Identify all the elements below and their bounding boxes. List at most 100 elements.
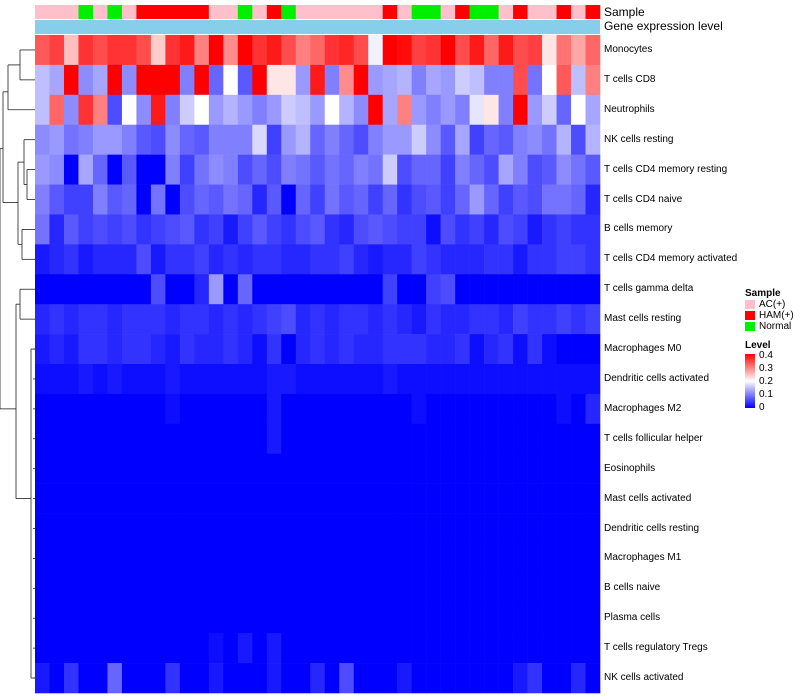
heatmap-cell bbox=[368, 633, 383, 664]
heatmap-cell bbox=[484, 64, 499, 96]
heatmap-cell bbox=[455, 603, 470, 634]
heatmap-cell bbox=[208, 573, 224, 604]
heatmap-cell bbox=[208, 543, 224, 574]
heatmap-cell bbox=[484, 483, 499, 514]
heatmap-cell bbox=[368, 603, 383, 634]
heatmap-cell bbox=[252, 64, 268, 96]
heatmap-cell bbox=[426, 633, 441, 664]
heatmap-cell bbox=[324, 543, 340, 574]
row-label: T cells regulatory Tregs bbox=[604, 642, 708, 654]
heatmap-cell bbox=[542, 393, 557, 425]
heatmap-cell bbox=[382, 35, 398, 66]
heatmap-cell bbox=[35, 244, 50, 275]
heatmap-cell bbox=[469, 244, 485, 275]
heatmap-cell bbox=[484, 154, 499, 185]
heatmap-cell bbox=[527, 334, 543, 365]
heatmap-cell bbox=[411, 154, 427, 185]
heatmap-cell bbox=[194, 483, 210, 514]
heatmap-cell bbox=[107, 483, 123, 514]
heatmap-cell bbox=[556, 124, 572, 155]
heatmap-cell bbox=[339, 334, 355, 365]
heatmap-cell bbox=[397, 663, 412, 694]
heatmap-cell bbox=[440, 304, 456, 335]
heatmap-cell bbox=[107, 244, 123, 275]
heatmap-cell bbox=[411, 423, 427, 455]
heatmap-cell bbox=[498, 453, 514, 484]
sample-annotation-cell bbox=[426, 5, 441, 19]
heatmap-cell bbox=[527, 663, 543, 694]
heatmap-cell bbox=[585, 603, 601, 634]
heatmap-cell bbox=[542, 244, 557, 275]
heatmap-cell bbox=[498, 573, 514, 604]
heatmap-cell bbox=[63, 64, 79, 96]
heatmap-cell bbox=[281, 663, 297, 694]
row-label: Macrophages M0 bbox=[604, 343, 682, 355]
legend-swatch-ham bbox=[745, 311, 755, 320]
heatmap-cell bbox=[237, 423, 253, 455]
heatmap-cell bbox=[310, 35, 326, 66]
heatmap-cell bbox=[469, 154, 485, 185]
sample-annotation-cell bbox=[136, 5, 152, 19]
sample-annotation-cell bbox=[266, 5, 282, 19]
heatmap-cell bbox=[63, 334, 79, 365]
heatmap-cell bbox=[527, 64, 543, 96]
heatmap-cell bbox=[339, 513, 355, 544]
heatmap-cell bbox=[353, 244, 369, 275]
heatmap-cell bbox=[208, 453, 224, 484]
heatmap-cell bbox=[165, 663, 181, 694]
heatmap-cell bbox=[556, 513, 572, 544]
heatmap-cell bbox=[150, 154, 166, 185]
heatmap-cell bbox=[281, 244, 297, 275]
heatmap-cell bbox=[324, 573, 340, 604]
heatmap-cell bbox=[49, 124, 65, 155]
heatmap-cell bbox=[339, 64, 355, 96]
heatmap-cell bbox=[527, 423, 543, 455]
heatmap-cell bbox=[571, 184, 586, 215]
row-label: NK cells resting bbox=[604, 133, 674, 145]
heatmap-cell bbox=[252, 633, 268, 664]
row-label: Dendritic cells activated bbox=[604, 372, 710, 384]
heatmap-cell bbox=[455, 304, 470, 335]
heatmap-cell bbox=[571, 543, 586, 574]
heatmap-cell bbox=[136, 603, 152, 634]
heatmap-cell bbox=[266, 154, 282, 185]
heatmap-cell bbox=[353, 35, 369, 66]
heatmap-cell bbox=[223, 184, 239, 215]
sample-annotation-cell bbox=[527, 5, 543, 19]
heatmap-cell bbox=[324, 364, 340, 395]
heatmap-cell bbox=[107, 94, 123, 126]
heatmap-cell bbox=[556, 64, 572, 96]
heatmap-cell bbox=[35, 483, 50, 514]
heatmap-cell bbox=[194, 304, 210, 335]
heatmap-cell bbox=[237, 603, 253, 634]
heatmap-cell bbox=[49, 543, 65, 574]
heatmap-cell bbox=[484, 513, 499, 544]
heatmap-cell bbox=[78, 663, 94, 694]
heatmap-cell bbox=[498, 214, 514, 245]
heatmap-cell bbox=[150, 573, 166, 604]
heatmap-cell bbox=[179, 274, 195, 305]
heatmap-cell bbox=[35, 393, 50, 425]
heatmap-cell bbox=[35, 334, 50, 365]
sample-annotation-cell bbox=[571, 5, 586, 19]
sample-annotation-cell bbox=[49, 5, 65, 19]
sample-legend-item: Normal bbox=[745, 321, 800, 332]
legend-label-ac: AC(+) bbox=[759, 299, 786, 310]
heatmap-cell bbox=[397, 304, 412, 335]
heatmap-cell bbox=[484, 573, 499, 604]
heatmap-cell bbox=[49, 184, 65, 215]
heatmap-cell bbox=[63, 124, 79, 155]
heatmap-cell bbox=[179, 453, 195, 484]
legend-label-ham: HAM(+) bbox=[759, 310, 794, 321]
heatmap-cell bbox=[498, 603, 514, 634]
heatmap-cell bbox=[426, 573, 441, 604]
heatmap-cell bbox=[527, 573, 543, 604]
heatmap-cell bbox=[498, 423, 514, 455]
heatmap-cell bbox=[585, 304, 601, 335]
heatmap-cell bbox=[208, 154, 224, 185]
sample-annotation-cell bbox=[542, 5, 557, 19]
heatmap-cell bbox=[150, 124, 166, 155]
heatmap-cell bbox=[455, 124, 470, 155]
heatmap-cell bbox=[440, 573, 456, 604]
heatmap-cell bbox=[136, 214, 152, 245]
